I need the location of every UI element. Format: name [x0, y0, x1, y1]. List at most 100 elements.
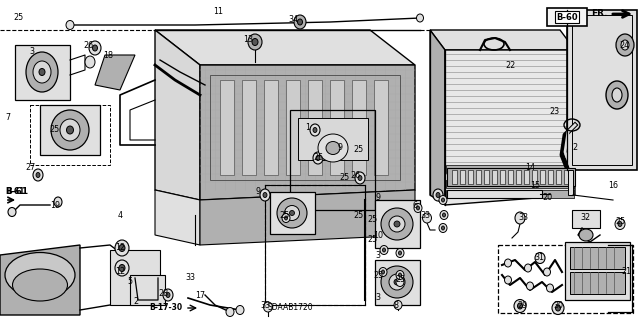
Text: 31: 31 — [534, 254, 544, 263]
Bar — [524, 170, 529, 184]
Text: 3: 3 — [29, 48, 35, 56]
Text: 25: 25 — [615, 218, 625, 226]
Ellipse shape — [13, 269, 67, 301]
Text: 12: 12 — [115, 268, 125, 277]
Ellipse shape — [606, 81, 628, 109]
Text: 25: 25 — [367, 235, 377, 244]
Ellipse shape — [326, 142, 340, 154]
Ellipse shape — [396, 271, 404, 279]
Bar — [375, 260, 420, 305]
Ellipse shape — [442, 226, 445, 230]
Ellipse shape — [166, 293, 170, 298]
Ellipse shape — [115, 260, 129, 276]
Bar — [242, 80, 256, 175]
Text: 1: 1 — [305, 123, 310, 132]
Text: 2: 2 — [133, 298, 139, 307]
Ellipse shape — [66, 20, 74, 29]
Text: B-60: B-60 — [556, 12, 578, 21]
Text: 16: 16 — [608, 181, 618, 189]
Ellipse shape — [504, 259, 511, 267]
Text: 33: 33 — [518, 213, 528, 222]
Text: 25: 25 — [367, 216, 377, 225]
Ellipse shape — [39, 69, 45, 76]
Text: 25: 25 — [313, 153, 323, 162]
Bar — [508, 170, 513, 184]
Ellipse shape — [289, 211, 294, 216]
Ellipse shape — [439, 224, 447, 233]
Text: 25: 25 — [13, 13, 23, 23]
Text: 30: 30 — [553, 300, 563, 309]
Bar — [572, 15, 632, 165]
Ellipse shape — [433, 189, 443, 201]
Ellipse shape — [93, 45, 97, 51]
Bar — [352, 80, 366, 175]
Text: 26: 26 — [83, 41, 93, 49]
Ellipse shape — [399, 251, 401, 255]
Bar — [540, 170, 545, 184]
Bar — [270, 192, 315, 234]
Ellipse shape — [115, 240, 129, 256]
Ellipse shape — [277, 198, 307, 228]
Ellipse shape — [310, 124, 320, 136]
Ellipse shape — [51, 110, 89, 150]
Bar — [516, 170, 521, 184]
Ellipse shape — [380, 246, 388, 255]
Ellipse shape — [236, 306, 244, 315]
Bar — [374, 80, 388, 175]
Text: 20: 20 — [542, 194, 552, 203]
Bar — [476, 170, 481, 184]
Polygon shape — [200, 65, 415, 200]
Bar — [570, 272, 625, 294]
Text: 25: 25 — [50, 125, 60, 135]
Bar — [298, 118, 368, 160]
Bar — [210, 75, 400, 180]
Text: 33: 33 — [185, 273, 195, 283]
Ellipse shape — [579, 229, 593, 241]
Text: 32: 32 — [580, 213, 590, 222]
Bar — [460, 170, 465, 184]
Ellipse shape — [294, 15, 306, 29]
Text: 8: 8 — [394, 300, 399, 309]
Text: 11: 11 — [213, 8, 223, 17]
Ellipse shape — [67, 126, 74, 134]
Ellipse shape — [436, 192, 440, 197]
Bar — [452, 170, 457, 184]
Text: 5: 5 — [127, 278, 132, 286]
Ellipse shape — [417, 206, 419, 210]
Text: 22: 22 — [505, 61, 515, 70]
Text: 28: 28 — [158, 288, 168, 298]
Ellipse shape — [119, 264, 125, 271]
Text: 6: 6 — [413, 201, 417, 210]
Ellipse shape — [54, 197, 62, 207]
Text: 18: 18 — [103, 50, 113, 60]
Text: 19: 19 — [50, 201, 60, 210]
Bar — [570, 247, 625, 269]
Text: 17: 17 — [195, 291, 205, 300]
Polygon shape — [40, 105, 100, 155]
Polygon shape — [200, 190, 415, 245]
Ellipse shape — [358, 175, 362, 181]
Polygon shape — [430, 30, 445, 205]
Polygon shape — [155, 30, 200, 200]
Text: 25: 25 — [353, 145, 363, 154]
Ellipse shape — [612, 88, 622, 102]
Ellipse shape — [264, 302, 273, 312]
Ellipse shape — [389, 274, 405, 290]
Bar — [547, 8, 587, 26]
Text: 26: 26 — [350, 170, 360, 180]
Ellipse shape — [396, 249, 404, 257]
Text: 10: 10 — [373, 231, 383, 240]
Bar — [447, 168, 575, 186]
Text: 9: 9 — [255, 188, 260, 197]
Text: SDAAB1720: SDAAB1720 — [267, 303, 313, 313]
Ellipse shape — [33, 169, 43, 181]
Ellipse shape — [89, 41, 101, 55]
Ellipse shape — [5, 253, 75, 298]
Ellipse shape — [85, 56, 95, 68]
Bar — [492, 170, 497, 184]
Ellipse shape — [381, 208, 413, 240]
Ellipse shape — [316, 155, 320, 160]
Polygon shape — [0, 245, 80, 315]
Bar — [447, 190, 542, 198]
Bar — [556, 170, 561, 184]
